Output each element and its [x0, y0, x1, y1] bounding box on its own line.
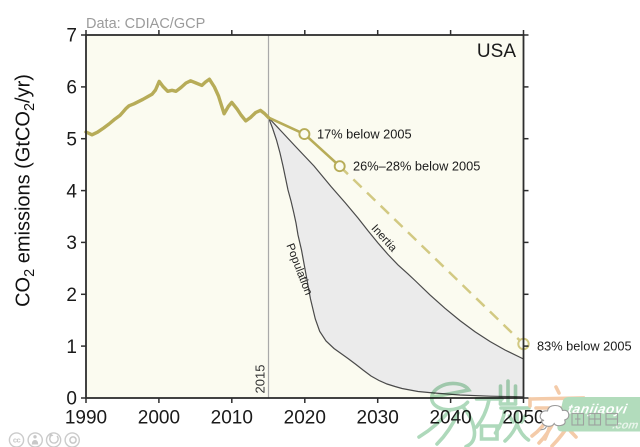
svg-text:17% below 2005: 17% below 2005 [317, 127, 412, 142]
svg-text:83% below 2005: 83% below 2005 [537, 339, 632, 354]
svg-text:2015: 2015 [253, 365, 268, 394]
svg-text:2030: 2030 [357, 408, 399, 429]
svg-text:USA: USA [477, 41, 516, 62]
svg-text:2: 2 [66, 285, 77, 306]
svg-text:tanjiaoyi: tanjiaoyi [566, 402, 629, 417]
svg-text:0: 0 [66, 389, 77, 410]
svg-text:.com: .com [611, 420, 639, 432]
svg-text:2000: 2000 [138, 408, 180, 429]
svg-text:CO2 emissions (GtCO2/yr): CO2 emissions (GtCO2/yr) [13, 74, 39, 307]
svg-text:4: 4 [66, 181, 77, 202]
svg-text:2020: 2020 [284, 408, 326, 429]
svg-text:Data: CDIAC/GCP: Data: CDIAC/GCP [86, 16, 205, 32]
svg-text:6: 6 [66, 78, 77, 99]
svg-text:1: 1 [66, 337, 77, 358]
svg-text:26%–28% below 2005: 26%–28% below 2005 [353, 159, 480, 174]
svg-text:cc: cc [13, 436, 21, 445]
svg-text:5: 5 [66, 129, 77, 150]
svg-text:7: 7 [66, 26, 77, 47]
svg-text:2010: 2010 [211, 408, 253, 429]
svg-text:1990: 1990 [65, 408, 107, 429]
svg-text:3: 3 [66, 233, 77, 254]
